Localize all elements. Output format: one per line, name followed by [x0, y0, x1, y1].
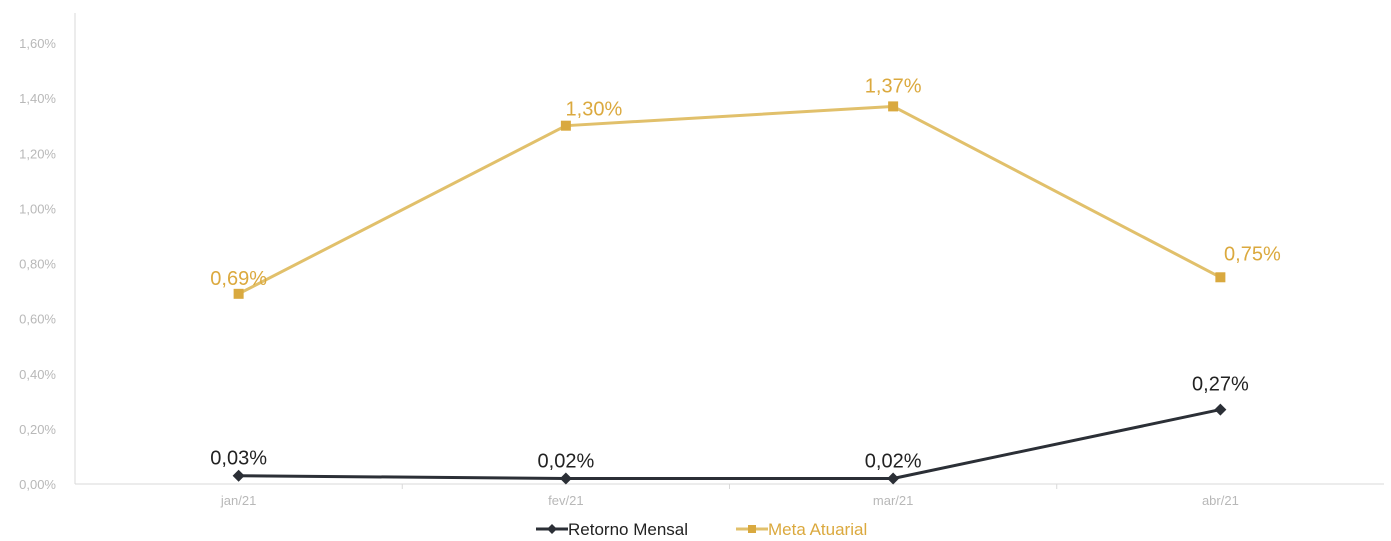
series-line-meta-atuarial — [237, 104, 1222, 296]
x-tick-label: fev/21 — [548, 493, 583, 508]
data-point-marker — [887, 472, 900, 485]
x-axis-ticks: jan/21 fev/21 mar/21 abr/21 — [220, 493, 1239, 508]
y-tick-label: 1,20% — [19, 146, 56, 161]
data-label: 0,02% — [865, 450, 922, 472]
data-label: 0,75% — [1224, 243, 1281, 265]
chart-axes — [74, 13, 1384, 489]
data-label: 0,69% — [210, 268, 267, 290]
y-tick-label: 0,80% — [19, 257, 56, 272]
y-tick-label: 1,40% — [19, 91, 56, 106]
y-tick-label: 0,20% — [19, 422, 56, 437]
series-layer — [232, 101, 1227, 485]
legend: Retorno Mensal Meta Atuarial — [536, 520, 867, 539]
y-tick-label: 0,40% — [19, 367, 56, 382]
data-label: 0,02% — [538, 450, 595, 472]
series-line-retorno-mensal — [238, 408, 1221, 480]
y-tick-label: 0,60% — [19, 312, 56, 327]
x-tick-label: mar/21 — [873, 493, 913, 508]
legend-label: Meta Atuarial — [768, 520, 867, 539]
data-point-marker — [1214, 403, 1227, 416]
data-label: 1,37% — [865, 75, 922, 97]
data-label: 0,03% — [210, 448, 267, 470]
data-point-marker — [560, 120, 571, 131]
y-axis-ticks: 0,00% 0,20% 0,40% 0,60% 0,80% 1,00% 1,20% 1,40%… — [19, 36, 56, 492]
x-tick-label: jan/21 — [220, 493, 256, 508]
legend-marker — [547, 524, 557, 534]
data-point-marker — [888, 101, 899, 112]
y-tick-label: 1,00% — [19, 201, 56, 216]
data-labels: 0,03% 0,02% 0,02% 0,27% 0,69% 1,30% 1,37% 0,75% — [210, 75, 1281, 472]
data-label: 0,27% — [1192, 374, 1249, 396]
data-point-marker — [1215, 272, 1226, 283]
data-point-marker — [233, 288, 244, 299]
y-tick-label: 0,00% — [19, 477, 56, 492]
x-tick-label: abr/21 — [1202, 493, 1239, 508]
data-point-marker — [559, 472, 572, 485]
y-tick-label: 1,60% — [19, 36, 56, 51]
data-point-marker — [232, 469, 245, 482]
data-label: 1,30% — [566, 99, 623, 121]
legend-marker — [748, 525, 756, 533]
legend-label: Retorno Mensal — [568, 520, 688, 539]
